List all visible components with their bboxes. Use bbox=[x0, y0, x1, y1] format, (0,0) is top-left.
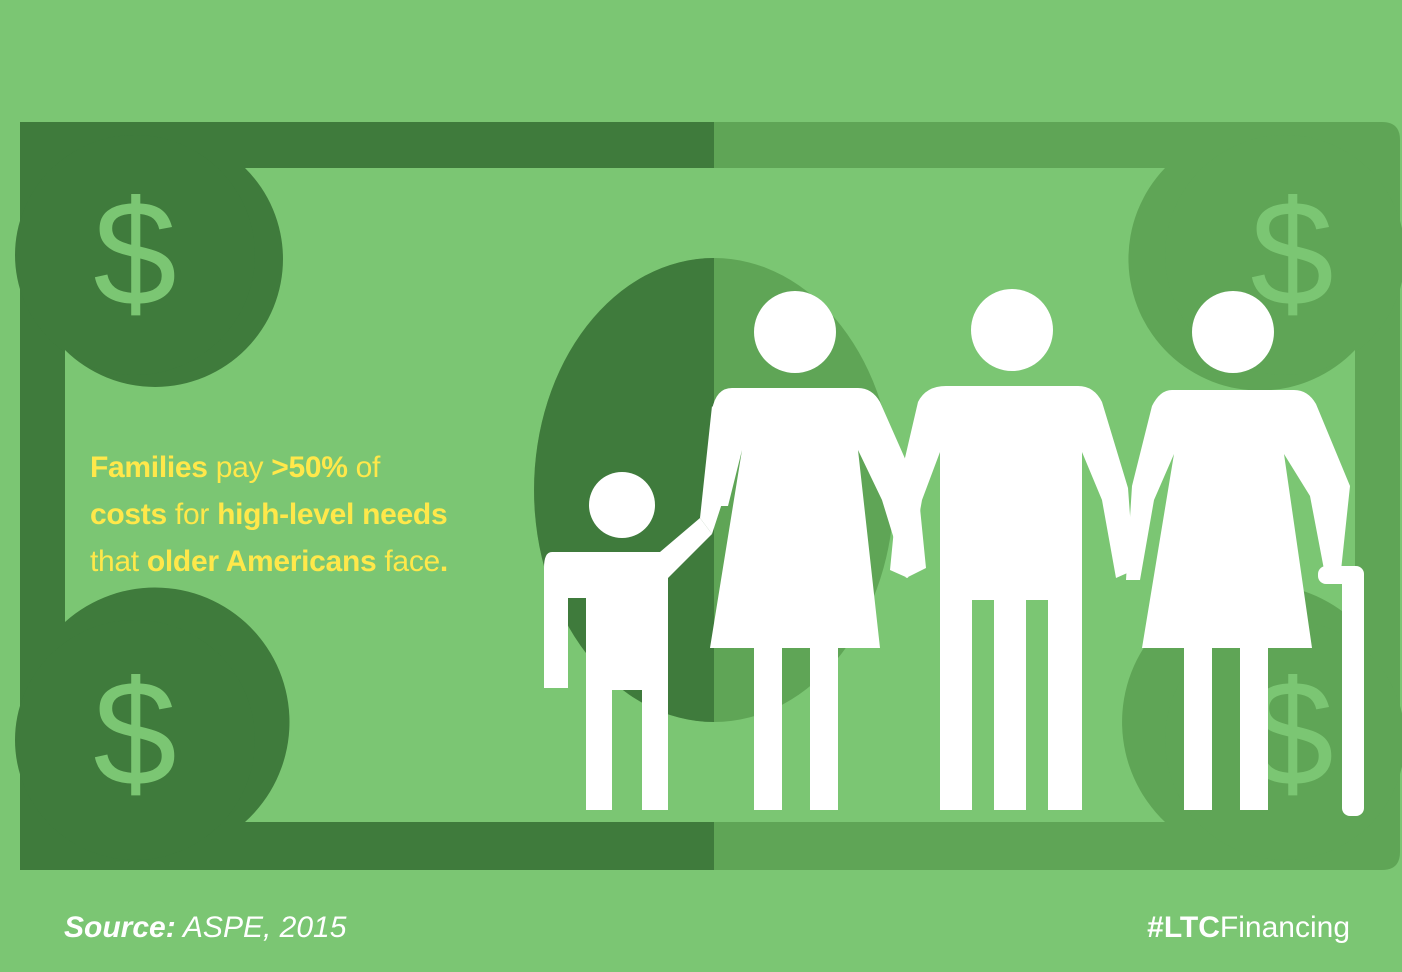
dollar-icon: $ bbox=[93, 649, 176, 817]
source-value: ASPE, 2015 bbox=[175, 911, 347, 944]
headline-line-1: Families pay >50% of bbox=[90, 444, 530, 491]
headline-line-2: costs for high-level needs bbox=[90, 491, 530, 538]
headline-text: for bbox=[166, 498, 218, 531]
child-figure-icon bbox=[544, 472, 712, 810]
headline-text: that bbox=[90, 545, 147, 578]
corner-circle-bottom-left bbox=[15, 620, 255, 860]
headline-text: of bbox=[347, 451, 381, 484]
hashtag: #LTCFinancing bbox=[1147, 911, 1350, 945]
cane-icon bbox=[1342, 570, 1364, 816]
dollar-icon: $ bbox=[93, 169, 176, 337]
headline-emphasis: Families bbox=[90, 451, 208, 484]
headline: Families pay >50% of costs for high-leve… bbox=[90, 444, 530, 585]
headline-emphasis: costs bbox=[90, 498, 167, 531]
headline-emphasis: high-level needs bbox=[217, 498, 448, 531]
source-citation: Source: ASPE, 2015 bbox=[64, 911, 346, 945]
elderly-woman-figure-icon bbox=[1126, 291, 1364, 816]
hashtag-bold: #LTC bbox=[1147, 911, 1220, 944]
family-icon bbox=[544, 289, 1364, 816]
source-label: Source: bbox=[64, 911, 176, 944]
headline-emphasis: >50% bbox=[271, 451, 348, 484]
woman-figure-icon bbox=[700, 291, 926, 810]
hashtag-light: Financing bbox=[1219, 911, 1350, 944]
headline-line-3: that older Americans face. bbox=[90, 538, 530, 585]
man-figure-icon bbox=[890, 289, 1134, 810]
headline-text: face bbox=[376, 545, 440, 578]
corner-circle-top-left bbox=[15, 135, 255, 375]
headline-emphasis: . bbox=[439, 545, 448, 578]
headline-emphasis: older Americans bbox=[146, 545, 377, 578]
headline-text: pay bbox=[207, 451, 272, 484]
